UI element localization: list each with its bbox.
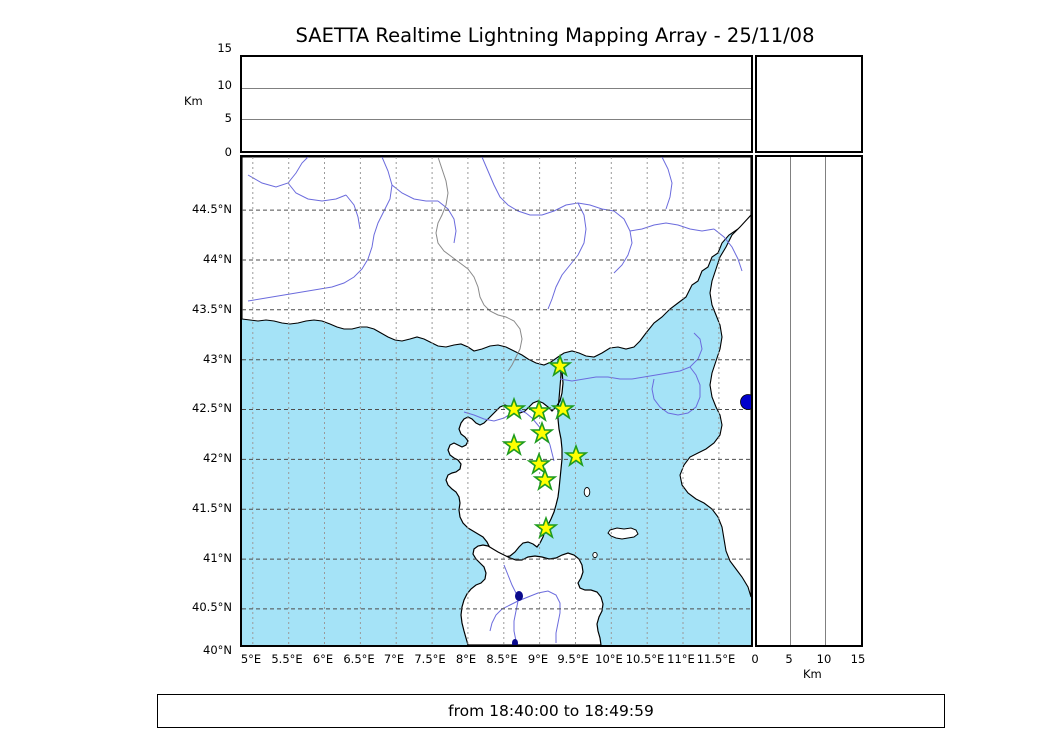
island-pianosa — [592, 551, 598, 559]
tick-lon-7-5: 7.5°E — [414, 652, 446, 666]
tick-lon-10: 10°E — [595, 652, 623, 666]
tick-lat-44: 44°N — [203, 252, 232, 266]
status-box: from 18:40:00 to 18:49:59 — [157, 694, 945, 728]
map-canvas — [242, 157, 751, 645]
tick-top-km-15: 15 — [217, 41, 232, 55]
panel-map — [240, 155, 753, 647]
tick-lat-42-5: 42.5°N — [192, 401, 232, 415]
tick-lon-6-5: 6.5°E — [343, 652, 375, 666]
axis-label-top-km: Km — [184, 94, 203, 108]
station-marker-2[interactable] — [501, 396, 527, 421]
tick-top-km-10: 10 — [217, 78, 232, 92]
station-marker-7[interactable] — [563, 443, 589, 468]
tick-lon-10-5: 10.5°E — [625, 652, 665, 666]
gridline-top-10 — [242, 87, 751, 89]
station-marker-1[interactable] — [547, 353, 573, 378]
tick-side-km-15: 15 — [850, 652, 866, 666]
station-marker-9[interactable] — [532, 467, 558, 492]
tick-lon-9-5: 9.5°E — [557, 652, 589, 666]
tick-top-km-0: 0 — [224, 145, 232, 159]
tick-lat-43-5: 43.5°N — [192, 302, 232, 316]
tick-lon-5-5: 5.5°E — [271, 652, 303, 666]
station-marker-3[interactable] — [526, 398, 552, 423]
station-marker-10[interactable] — [533, 515, 559, 540]
tick-lat-44-5: 44.5°N — [192, 202, 232, 216]
tick-lat-41: 41°N — [203, 551, 232, 565]
station-marker-4[interactable] — [550, 396, 576, 421]
stations-layer — [501, 353, 589, 540]
tick-lon-9: 9°E — [527, 652, 549, 666]
panel-altitude-vs-longitude — [240, 55, 753, 153]
tick-top-km-5: 5 — [224, 111, 232, 125]
tick-lon-11: 11°E — [667, 652, 695, 666]
gridline-side-5 — [790, 157, 792, 645]
tick-lat-40: 40°N — [203, 643, 232, 657]
tick-side-km-10: 10 — [816, 652, 832, 666]
lakes-layer — [512, 591, 523, 645]
map-grid-layer — [242, 157, 751, 645]
gridline-side-10 — [824, 157, 826, 645]
panel-top-right-empty — [755, 55, 863, 153]
status-text: from 18:40:00 to 18:49:59 — [448, 702, 654, 720]
station-marker-8[interactable] — [526, 451, 552, 476]
blue-source-marker[interactable] — [740, 394, 752, 410]
station-marker-6[interactable] — [501, 432, 527, 457]
station-marker-5[interactable] — [529, 420, 555, 445]
landmass-italy-east — [679, 214, 751, 598]
tick-side-km-5: 5 — [785, 652, 793, 666]
tick-lon-8-5: 8.5°E — [486, 652, 518, 666]
panel-altitude-vs-latitude — [755, 155, 863, 647]
island-elba — [607, 527, 639, 540]
island-capraia — [583, 487, 591, 497]
borders-layer — [435, 157, 523, 372]
tick-side-km-0: 0 — [751, 652, 759, 666]
tick-lon-6: 6°E — [312, 652, 334, 666]
tick-lat-42: 42°N — [203, 451, 232, 465]
tick-lat-43: 43°N — [203, 352, 232, 366]
tick-lon-7: 7°E — [383, 652, 405, 666]
tick-lat-41-5: 41.5°N — [192, 501, 232, 515]
tick-lon-8: 8°E — [455, 652, 477, 666]
tick-lat-40-5: 40.5°N — [192, 600, 232, 614]
tick-lon-5: 5°E — [240, 652, 262, 666]
axis-label-side-km: Km — [803, 667, 822, 681]
page-title: SAETTA Realtime Lightning Mapping Array … — [295, 24, 815, 47]
gridline-top-5 — [242, 119, 751, 121]
landmass-europe — [242, 157, 751, 366]
tick-lon-11-5: 11.5°E — [696, 652, 736, 666]
